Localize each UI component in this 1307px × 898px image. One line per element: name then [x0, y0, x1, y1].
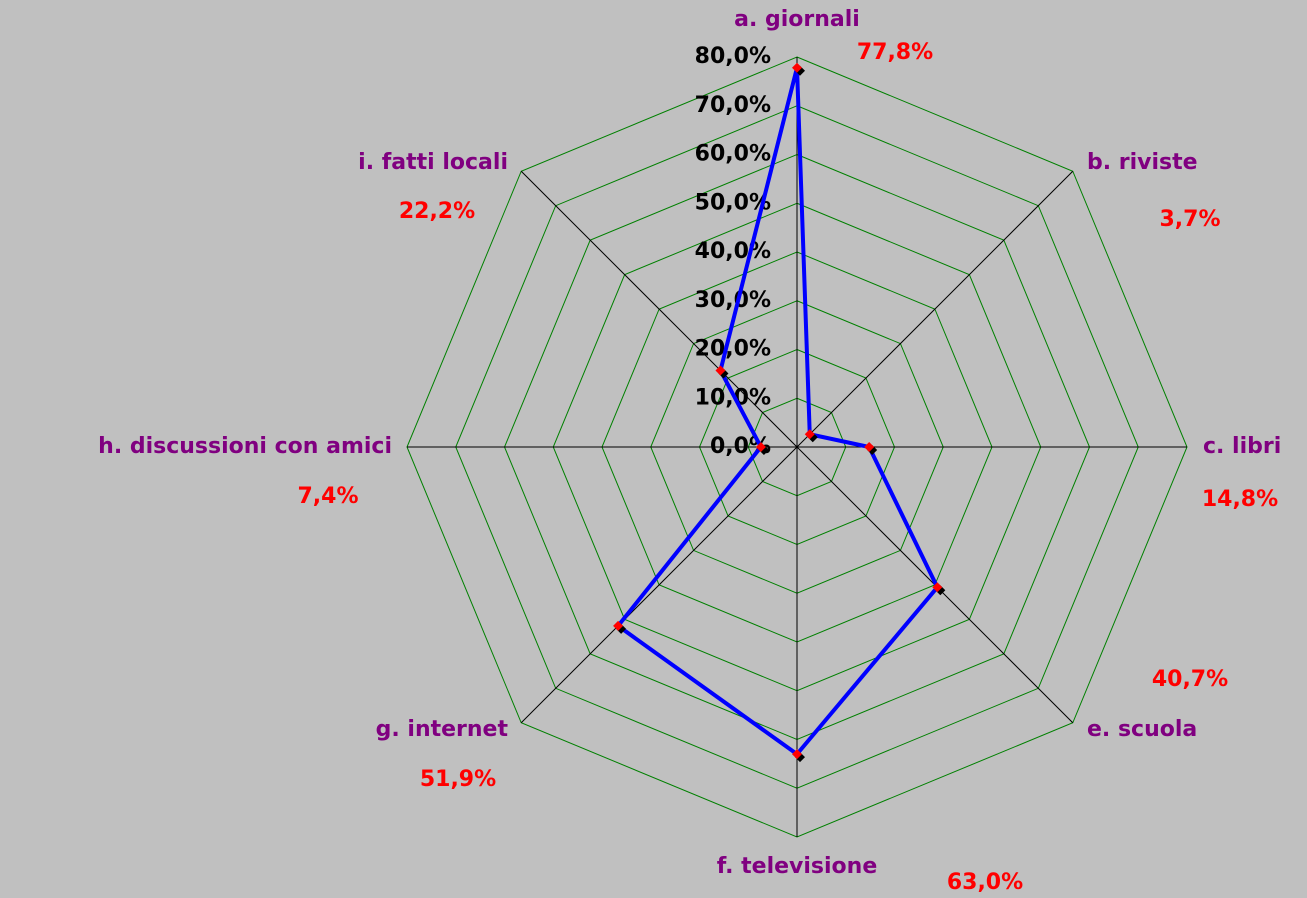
marker	[755, 442, 766, 452]
category-label: b. riviste	[1087, 150, 1198, 175]
marker	[932, 582, 943, 593]
marker	[804, 429, 815, 440]
y-tick-label: 30,0%	[695, 288, 771, 313]
category-label: a. giornali	[734, 7, 860, 32]
category-label: h. discussioni con amici	[98, 434, 392, 459]
value-label: 40,7%	[1152, 667, 1228, 692]
marker	[613, 620, 624, 631]
axis-line	[520, 446, 798, 724]
category-label: f. televisione	[717, 854, 878, 879]
category-label: i. fatti locali	[358, 150, 508, 175]
value-label: 22,2%	[399, 199, 475, 224]
category-label: g. internet	[376, 717, 509, 742]
axis-line	[796, 170, 1074, 448]
marker	[715, 365, 726, 376]
axis-line	[520, 170, 798, 448]
marker	[792, 62, 802, 73]
y-tick-label: 40,0%	[695, 239, 771, 264]
y-tick-label: 80,0%	[695, 44, 771, 69]
value-label: 63,0%	[947, 870, 1023, 895]
category-label: c. libri	[1203, 434, 1281, 459]
value-label: 77,8%	[857, 40, 933, 65]
category-label: e. scuola	[1087, 717, 1197, 742]
y-tick-label: 50,0%	[695, 190, 771, 215]
marker	[792, 749, 802, 760]
value-label: 14,8%	[1202, 487, 1278, 512]
y-tick-label: 70,0%	[695, 93, 771, 118]
value-label: 51,9%	[420, 767, 496, 792]
value-label: 7,4%	[297, 484, 358, 509]
y-tick-label: 20,0%	[695, 337, 771, 362]
y-tick-label: 60,0%	[695, 142, 771, 167]
value-label: 3,7%	[1159, 207, 1220, 232]
marker	[864, 442, 875, 452]
